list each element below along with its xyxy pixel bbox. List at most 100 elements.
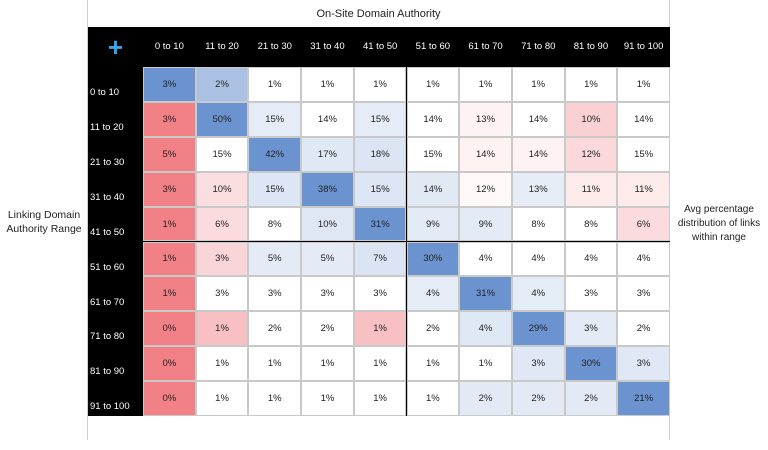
- heatmap-cell: 15%: [353, 101, 407, 137]
- heatmap-cell: 5%: [248, 241, 302, 277]
- heatmap-cell: 2%: [617, 311, 670, 347]
- heatmap-cell: 29%: [511, 311, 565, 347]
- heatmap-cell: 42%: [248, 136, 302, 172]
- heatmap-cell: 3%: [564, 276, 618, 312]
- plus-icon: +: [107, 32, 124, 62]
- row-label: 81 to 90: [90, 366, 125, 378]
- heatmap-cell: 2%: [301, 311, 354, 347]
- heatmap-cell: 1%: [406, 346, 460, 382]
- heatmap-cell: 12%: [459, 171, 512, 207]
- heatmap-cell: 2%: [195, 67, 249, 102]
- heatmap-cell: 11%: [564, 171, 618, 207]
- heatmap-cell: 14%: [511, 136, 565, 172]
- heatmap-cell: 4%: [459, 241, 512, 277]
- heatmap-cell: 8%: [564, 206, 618, 242]
- heatmap-cell: 4%: [564, 241, 618, 277]
- heatmap-cell: 31%: [459, 276, 512, 312]
- column-label: 11 to 20: [205, 41, 239, 52]
- heatmap-cell: 3%: [353, 276, 407, 312]
- heatmap-cell: 2%: [564, 381, 618, 416]
- heatmap-cell: 2%: [248, 311, 302, 347]
- heatmap-cell: 15%: [195, 136, 249, 172]
- heatmap-cell: 4%: [406, 276, 460, 312]
- heatmap-cell: 1%: [459, 67, 512, 102]
- chart-title: On-Site Domain Authority: [316, 8, 441, 20]
- heatmap-cell: 1%: [248, 346, 302, 382]
- heatmap-cell: 14%: [459, 136, 512, 172]
- heatmap-cell: 14%: [617, 101, 670, 137]
- heatmap-grid: + 0 to 10 11 to 20 21 to 30 31 to 40 41 to 5…: [88, 27, 670, 416]
- heatmap-cell: 1%: [195, 381, 249, 416]
- heatmap-cell: 13%: [511, 171, 565, 207]
- heatmap-cell: 0%: [143, 311, 196, 347]
- legend-note: Avg percentage distribution of links wit…: [677, 204, 761, 243]
- column-label: 51 to 60: [415, 41, 451, 52]
- heatmap-cell: 3%: [143, 171, 196, 207]
- heatmap-cell: 8%: [248, 206, 302, 242]
- heatmap-cell: 15%: [617, 136, 670, 172]
- heatmap-cell: 4%: [617, 241, 670, 277]
- heatmap-cell: 1%: [301, 346, 354, 382]
- heatmap-cell: 1%: [301, 381, 354, 416]
- row-label: 51 to 60: [90, 261, 125, 273]
- heatmap-cell: 3%: [617, 276, 670, 312]
- heatmap-cell: 3%: [301, 276, 354, 312]
- heatmap-cell: 2%: [511, 381, 565, 416]
- heatmap-cell: 14%: [511, 101, 565, 137]
- row-label: 41 to 50: [90, 226, 125, 238]
- row-label: 91 to 100: [90, 401, 130, 413]
- heatmap-cell: 1%: [459, 346, 512, 382]
- column-label: 0 to 10: [154, 41, 184, 52]
- heatmap-cell: 6%: [195, 206, 249, 242]
- heatmap-cell: 3%: [617, 346, 670, 382]
- heatmap-cell: 1%: [406, 381, 460, 416]
- heatmap-cell: 13%: [459, 101, 512, 137]
- heatmap-cell: 4%: [511, 241, 565, 277]
- row-label: 0 to 10: [90, 87, 120, 99]
- row-label: 11 to 20: [90, 122, 124, 134]
- heatmap-cell: 3%: [248, 276, 302, 312]
- row-axis-label: Linking Domain Authority Range: [6, 209, 82, 235]
- column-label: 81 to 90: [573, 41, 609, 52]
- heatmap-cell: 15%: [353, 171, 407, 207]
- heatmap-cell: 11%: [617, 171, 670, 207]
- heatmap-cell: 7%: [353, 241, 407, 277]
- heatmap-cell: 1%: [195, 311, 249, 347]
- heatmap-cell: 3%: [195, 276, 249, 312]
- heatmap-cell: 18%: [353, 136, 407, 172]
- heatmap-cell: 1%: [353, 67, 407, 102]
- column-label: 71 to 80: [521, 41, 556, 52]
- heatmap-cell: 9%: [459, 206, 512, 242]
- heatmap-cell: 10%: [195, 171, 249, 207]
- column-label: 21 to 30: [257, 41, 292, 52]
- heatmap-cell: 1%: [248, 67, 302, 102]
- heatmap-cell: 50%: [195, 101, 249, 137]
- heatmap-cell: 1%: [143, 241, 196, 277]
- heatmap-cell: 1%: [353, 346, 407, 382]
- column-label: 41 to 50: [362, 41, 398, 52]
- heatmap-cell: 3%: [511, 346, 565, 382]
- heatmap-cell: 9%: [406, 206, 460, 242]
- heatmap-cell: 30%: [406, 241, 460, 277]
- heatmap-cell: 3%: [143, 67, 196, 102]
- heatmap-cell: 38%: [301, 171, 354, 207]
- heatmap-cell: 1%: [406, 67, 460, 102]
- column-label: 91 to 100: [623, 41, 664, 52]
- heatmap-cell: 14%: [406, 171, 460, 207]
- heatmap-cell: 1%: [353, 311, 407, 347]
- heatmap-cell: 6%: [617, 206, 670, 242]
- column-label: 61 to 70: [468, 41, 503, 52]
- heatmap-cell: 14%: [301, 101, 354, 137]
- heatmap-cell: 31%: [353, 206, 407, 242]
- heatmap-cell: 3%: [143, 101, 196, 137]
- heatmap-cell: 15%: [248, 101, 302, 137]
- heatmap-cell: 0%: [143, 346, 196, 382]
- heatmap-cell: 15%: [248, 171, 302, 207]
- heatmap-cell: 5%: [143, 136, 196, 172]
- heatmap-cell: 0%: [143, 381, 196, 416]
- heatmap-cell: 2%: [459, 381, 512, 416]
- heatmap-cell: 1%: [195, 346, 249, 382]
- heatmap-cell: 2%: [406, 311, 460, 347]
- heatmap-cell: 4%: [511, 276, 565, 312]
- heatmap-cell: 4%: [459, 311, 512, 347]
